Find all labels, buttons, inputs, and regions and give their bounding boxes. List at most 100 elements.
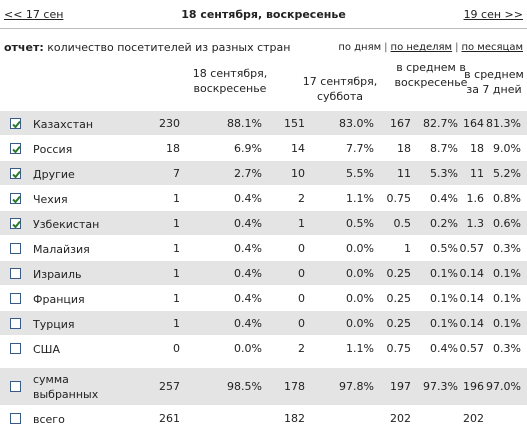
check-mark xyxy=(12,170,21,178)
checkbox[interactable] xyxy=(10,117,21,129)
view-link[interactable]: по неделям xyxy=(390,42,453,53)
checkbox[interactable] xyxy=(10,267,21,279)
row-cell: 261 xyxy=(159,411,180,425)
row-cell: 18 xyxy=(397,141,411,155)
row-name: Турция xyxy=(33,317,75,331)
row-cell: 0.5% xyxy=(430,241,458,255)
row-cell: 0.4% xyxy=(234,316,262,330)
row-cell: 9.0% xyxy=(493,141,521,155)
row-cell: 0.5% xyxy=(346,216,374,230)
check-mark xyxy=(12,145,21,153)
table-row: США 0 0.0% 2 1.1% 0.75 0.4% 0.57 0.3% xyxy=(0,335,527,360)
checkbox[interactable] xyxy=(10,412,21,424)
row-cell: 0.0% xyxy=(346,291,374,305)
report-label: отчет: xyxy=(4,41,44,54)
row-name: Чехия xyxy=(33,192,68,206)
row-cell: 18 xyxy=(166,141,180,155)
row-name: США xyxy=(33,342,60,356)
row-cell: 1.1% xyxy=(346,341,374,355)
row-cell: 197 xyxy=(390,380,411,393)
row-name: Израиль xyxy=(33,267,82,281)
row-cell: 1 xyxy=(173,291,180,305)
row-cell: 1.6 xyxy=(466,191,485,205)
row-cell: 1 xyxy=(298,216,305,230)
row-cell: 0.25 xyxy=(386,266,412,280)
check-mark xyxy=(12,120,21,128)
row-cell: 0.4% xyxy=(430,191,458,205)
row-cell: 7.7% xyxy=(346,141,374,155)
table-row: Другие 7 2.7% 10 5.5% 11 5.3% 11 5.2% xyxy=(0,160,527,185)
row-cell: 5.2% xyxy=(493,166,521,180)
checkbox[interactable] xyxy=(10,142,21,154)
row-cell: 0.1% xyxy=(493,266,521,280)
row-cell: 167 xyxy=(390,116,411,130)
row-cell: 2 xyxy=(298,191,305,205)
row-cell: 98.5% xyxy=(227,380,262,393)
row-cell: 0.1% xyxy=(430,266,458,280)
table-row: Франция 1 0.4% 0 0.0% 0.25 0.1% 0.14 0.1% xyxy=(0,285,527,310)
row-cell: 0.4% xyxy=(234,241,262,255)
checkbox[interactable] xyxy=(10,342,21,354)
row-cell: 1.3 xyxy=(466,216,485,230)
row-cell: 97.8% xyxy=(339,380,374,393)
checkbox[interactable] xyxy=(10,292,21,304)
row-cell: 230 xyxy=(159,116,180,130)
checkbox[interactable] xyxy=(10,242,21,254)
row-cell: 0.1% xyxy=(493,291,521,305)
row-cell: 0 xyxy=(298,266,305,280)
row-cell: 5.3% xyxy=(430,166,458,180)
row-cell: 1 xyxy=(173,266,180,280)
row-cell: 0.75 xyxy=(386,191,412,205)
row-cell: 1 xyxy=(173,241,180,255)
row-cell: 202 xyxy=(390,411,411,425)
separator: | xyxy=(384,42,388,53)
row-cell: 82.7% xyxy=(423,116,458,130)
row-cell: 18 xyxy=(470,141,484,155)
row-cell: 0.0% xyxy=(234,341,262,355)
row-cell: 14 xyxy=(291,141,305,155)
table-row: сумма выбранных 257 98.5% 178 97.8% 197 97.3% 1… xyxy=(0,367,527,405)
row-cell: 0.4% xyxy=(234,191,262,205)
checkbox[interactable] xyxy=(10,317,21,329)
row-cell: 202 xyxy=(463,411,484,425)
row-cell: 0.3% xyxy=(493,241,521,255)
row-cell: 0.25 xyxy=(386,316,412,330)
row-cell: 0 xyxy=(298,316,305,330)
row-cell: 0.8% xyxy=(493,191,521,205)
view-link[interactable]: по месяцам xyxy=(461,42,523,53)
column-header: в среднем в воскресенье xyxy=(394,61,468,89)
next-day-link[interactable]: 19 сен >> xyxy=(463,8,523,21)
row-cell: 5.5% xyxy=(346,166,374,180)
row-cell: 0 xyxy=(298,241,305,255)
row-cell: 0.0% xyxy=(346,241,374,255)
column-header: 18 сентября, воскресенье xyxy=(192,67,268,95)
row-cell: 0.3% xyxy=(493,341,521,355)
row-cell: 0.57 xyxy=(459,241,485,255)
row-name: Другие xyxy=(33,167,75,181)
view-links: по дням | по неделям | по месяцам xyxy=(338,42,523,53)
checkbox[interactable] xyxy=(10,192,21,204)
separator: | xyxy=(455,42,459,53)
check-mark xyxy=(12,195,21,203)
row-cell: 0.1% xyxy=(430,316,458,330)
row-name: Узбекистан xyxy=(33,217,100,231)
row-cell: 1 xyxy=(404,241,411,255)
row-cell: 0.14 xyxy=(459,316,485,330)
checkbox[interactable] xyxy=(10,167,21,179)
row-cell: 1 xyxy=(173,191,180,205)
row-cell: 0.14 xyxy=(459,291,485,305)
row-name: Франция xyxy=(33,292,85,306)
row-cell: 0 xyxy=(173,341,180,355)
row-cell: 2 xyxy=(298,341,305,355)
column-header: 17 сентября, суббота xyxy=(302,75,378,103)
checkbox[interactable] xyxy=(10,381,21,392)
row-cell: 81.3% xyxy=(486,116,521,130)
row-cell: 0.1% xyxy=(493,316,521,330)
view-link[interactable]: по дням xyxy=(338,42,382,53)
row-cell: 0.4% xyxy=(430,341,458,355)
checkbox[interactable] xyxy=(10,217,21,229)
row-cell: 0.4% xyxy=(234,291,262,305)
row-name: всего xyxy=(33,412,65,426)
row-cell: 0.0% xyxy=(346,316,374,330)
prev-day-link[interactable]: << 17 сен xyxy=(4,8,64,21)
